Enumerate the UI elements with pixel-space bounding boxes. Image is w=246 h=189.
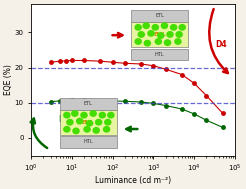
Text: D4: D4 xyxy=(215,40,227,49)
Y-axis label: EQE (%): EQE (%) xyxy=(4,64,13,95)
X-axis label: Luminance (cd m⁻²): Luminance (cd m⁻²) xyxy=(95,176,171,185)
Text: D2: D2 xyxy=(58,115,70,124)
